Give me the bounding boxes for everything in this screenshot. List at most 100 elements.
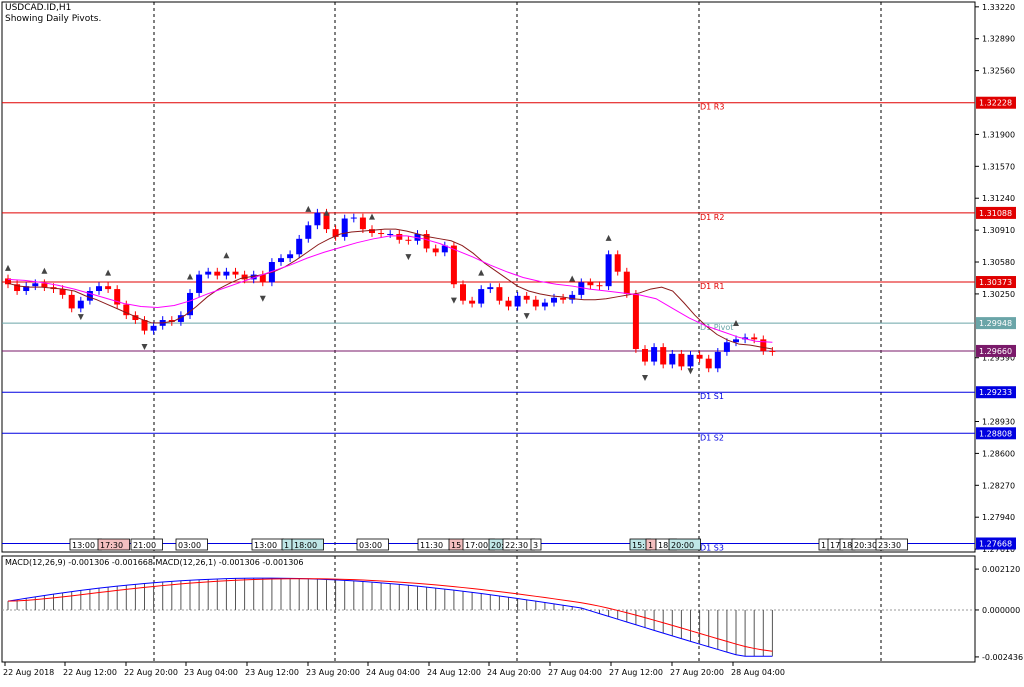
candle-body: [450, 245, 457, 285]
candle-body: [651, 347, 658, 362]
fractal-up-marker: [223, 252, 230, 259]
price-tick-label: 1.28930: [982, 418, 1015, 427]
session-label: 18:00: [294, 541, 317, 550]
time-tick-label: 23 Aug 12:00: [245, 668, 299, 677]
candle-body: [423, 233, 430, 249]
moving-average-fast-line: [7, 228, 773, 350]
candle-body: [687, 354, 694, 367]
chart-symbol: USDCAD.ID,H1: [5, 3, 72, 13]
candle-body: [478, 289, 485, 304]
session-label-box: [97, 538, 130, 551]
fractal-up-marker: [323, 209, 330, 216]
fractal-up-marker: [569, 275, 576, 282]
session-label: 03:00: [359, 541, 382, 550]
time-tick-label: 24 Aug 12:00: [427, 668, 481, 677]
candle-body: [77, 300, 84, 309]
time-tick-label: 27 Aug 20:00: [670, 668, 724, 677]
session-label: 23:30: [878, 541, 901, 550]
candle-body: [132, 315, 139, 321]
candle-body: [378, 233, 385, 235]
candle-body: [387, 233, 394, 235]
candle-body: [669, 353, 676, 365]
pivot-price-box: [976, 427, 1016, 440]
fractal-up-marker: [105, 269, 112, 276]
candle-body: [359, 217, 366, 230]
session-label: 18: [842, 541, 852, 550]
pivot-label: D1 S3: [700, 543, 724, 552]
session-label: 18:: [658, 541, 671, 550]
pivot-label: D1 R1: [700, 282, 724, 291]
candle-body: [642, 349, 648, 362]
pivot-price-label: 1.31088: [979, 209, 1012, 218]
pivot-price-box: [976, 344, 1016, 357]
candle-body: [86, 291, 93, 301]
candle-body: [305, 225, 312, 239]
fractal-down-marker: [450, 297, 457, 304]
candle-body: [250, 274, 257, 280]
candle-body: [541, 302, 548, 307]
pivot-label: D1 R3: [700, 103, 724, 112]
fractal-down-marker: [77, 314, 84, 321]
candle-body: [214, 271, 221, 276]
candle-body: [68, 294, 75, 309]
pivot-price-box: [976, 537, 1016, 550]
pivot-price-label: 1.28808: [979, 429, 1012, 438]
candle-body: [632, 293, 639, 350]
candle-body: [105, 286, 112, 290]
pivot-price-box: [976, 96, 1016, 109]
candle-body: [678, 353, 685, 367]
fractal-down-marker: [259, 295, 266, 302]
price-tick-label: 1.33220: [982, 3, 1015, 12]
candle-body: [714, 351, 721, 369]
macd-label: MACD(12,26,9) -0.001306 -0.001668 MACD(1…: [5, 558, 304, 567]
candle-body: [187, 292, 193, 316]
candle-body: [432, 248, 439, 253]
fractal-up-marker: [5, 264, 11, 271]
candle-body: [496, 287, 503, 301]
fractal-down-marker: [405, 254, 412, 261]
candle-body: [569, 294, 576, 300]
candle-body: [441, 245, 448, 253]
candle-body: [223, 271, 230, 276]
candle-body: [332, 229, 339, 237]
fractal-up-marker: [41, 267, 48, 274]
time-tick-label: 22 Aug 20:00: [124, 668, 178, 677]
fractal-up-marker: [605, 234, 612, 241]
time-tick-label: 24 Aug 20:00: [487, 668, 541, 677]
time-tick-label: 24 Aug 04:00: [366, 668, 420, 677]
candle-body: [278, 258, 284, 263]
session-label: 22:30: [505, 541, 528, 550]
candle-body: [514, 295, 521, 307]
candle-body: [733, 339, 739, 343]
price-tick-label: 1.32560: [982, 67, 1015, 76]
candle-body: [469, 300, 476, 304]
time-tick-label: 28 Aug 04:00: [731, 668, 785, 677]
fractal-down-marker: [141, 344, 148, 351]
session-label-box: [530, 538, 542, 551]
candle-body: [287, 254, 294, 259]
candle-body: [14, 284, 21, 292]
session-label: 11:30: [420, 541, 443, 550]
pivot-label: D1 S2: [700, 433, 724, 442]
candle-body: [405, 239, 412, 241]
session-label: 13:00: [72, 541, 95, 550]
candle-body: [614, 254, 621, 272]
candle-body: [32, 283, 39, 287]
time-tick-label: 23 Aug 20:00: [306, 668, 360, 677]
candle-body: [23, 286, 30, 292]
pivot-price-label: 1.29233: [979, 388, 1012, 397]
candle-body: [232, 271, 239, 275]
candle-body: [505, 300, 512, 307]
macd-signal-line: [7, 578, 773, 652]
session-label: 03:00: [178, 541, 201, 550]
fractal-up-marker: [187, 273, 193, 280]
price-tick-label: 1.28270: [982, 481, 1015, 490]
candle-body: [196, 274, 203, 293]
session-label: 17: [830, 541, 840, 550]
candle-body: [523, 295, 530, 300]
pivot-label: D1 Pivot: [700, 323, 733, 332]
macd-tick-label: 0.000000: [982, 606, 1020, 615]
candle-body: [578, 282, 585, 295]
